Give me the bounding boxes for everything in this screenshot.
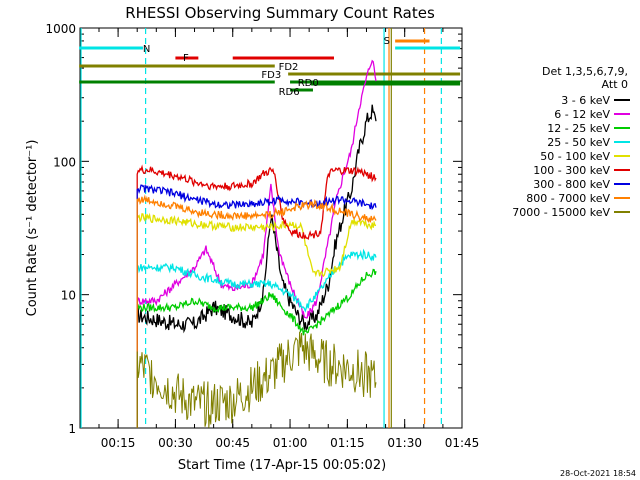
series-line [136,194,377,428]
y-tick-label: 1000 [45,22,76,36]
state-bar-label: F [183,53,189,64]
legend-entry-label: 3 - 6 keV [561,94,610,107]
series-line [136,248,377,428]
series-line [136,268,377,428]
legend-entry-label: 12 - 25 keV [547,122,610,135]
series-line [136,104,377,428]
plot-area: 1 10 100 1000 00:15 00:30 00:45 01:00 01:15 01:30… [45,22,479,450]
x-tick-label: 01:30 [387,436,422,450]
legend-entry-label: 300 - 800 keV [533,178,610,191]
y-tick-label: 10 [61,289,76,303]
x-axis-label: Start Time (17-Apr-15 00:05:02) [178,458,386,473]
x-tick-label: 00:15 [101,436,136,450]
x-tick-label: 01:00 [273,436,308,450]
state-bar-label: RD6 [279,87,300,98]
series-line [136,212,377,428]
state-bar-label: FD3 [261,70,281,81]
x-tick-label: 00:30 [158,436,193,450]
series-line [136,164,377,428]
legend-header: Det 1,3,5,6,7,9, [542,65,628,78]
x-tick-label: 01:15 [330,436,365,450]
x-tick-label: 01:45 [445,436,480,450]
y-tick-label: 100 [53,155,76,169]
y-tick-label: 1 [68,422,76,436]
series-line [136,183,377,428]
y-axis-label: Count Rate (s⁻¹ detector⁻¹) [25,140,40,317]
state-bar-label: RD0 [298,78,319,89]
legend-entry-label: 800 - 7000 keV [526,192,610,205]
series-line [136,59,377,428]
footer-timestamp: 28-Oct-2021 18:54 [560,469,636,478]
state-bar-label: N [143,44,150,55]
x-tick-label: 00:45 [215,436,250,450]
chart-title: RHESSI Observing Summary Count Rates [125,4,435,22]
state-bar-label: S [384,36,390,47]
series-line [136,331,377,428]
state-bar-label: FD2 [279,62,299,73]
legend-entry-label: 50 - 100 keV [540,150,610,163]
legend-entry-label: 25 - 50 keV [547,136,610,149]
legend-header: Att 0 [602,78,628,91]
legend-entry-label: 100 - 300 keV [533,164,610,177]
legend-entry-label: 6 - 12 keV [554,108,610,121]
legend-entry-label: 7000 - 15000 keV [512,206,610,219]
